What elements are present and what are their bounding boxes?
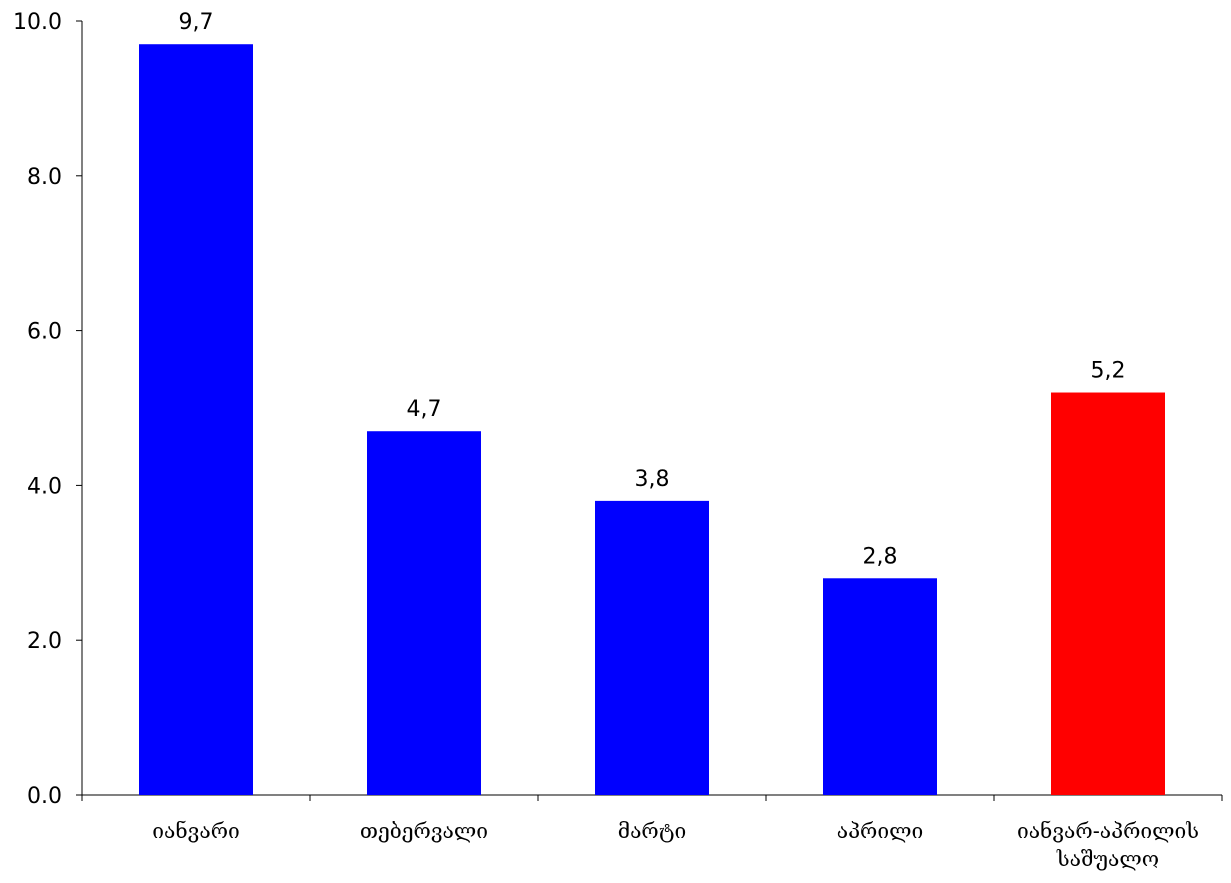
bar	[367, 431, 481, 795]
value-label: 5,2	[1091, 359, 1126, 384]
bar	[595, 500, 709, 795]
category-label: აპრილი	[837, 819, 924, 843]
y-tick-label: 2.0	[27, 629, 62, 654]
bar	[1051, 392, 1165, 795]
y-tick-label: 10.0	[13, 10, 62, 35]
bar	[139, 44, 253, 796]
category-label: იანვარ-აპრილის საშუალო	[1017, 819, 1199, 871]
value-label: 9,7	[179, 10, 214, 35]
y-tick-label: 0.0	[27, 784, 62, 809]
bar	[823, 578, 937, 795]
y-tick-label: 8.0	[27, 165, 62, 190]
value-label: 3,8	[635, 467, 670, 492]
y-tick-label: 4.0	[27, 474, 62, 499]
category-label: მარტი	[618, 819, 686, 843]
category-label: იანვარი	[152, 819, 240, 843]
y-tick-label: 6.0	[27, 320, 62, 345]
value-label: 2,8	[863, 544, 898, 569]
value-label: 4,7	[407, 397, 442, 422]
category-label: თებერვალი	[360, 819, 488, 843]
